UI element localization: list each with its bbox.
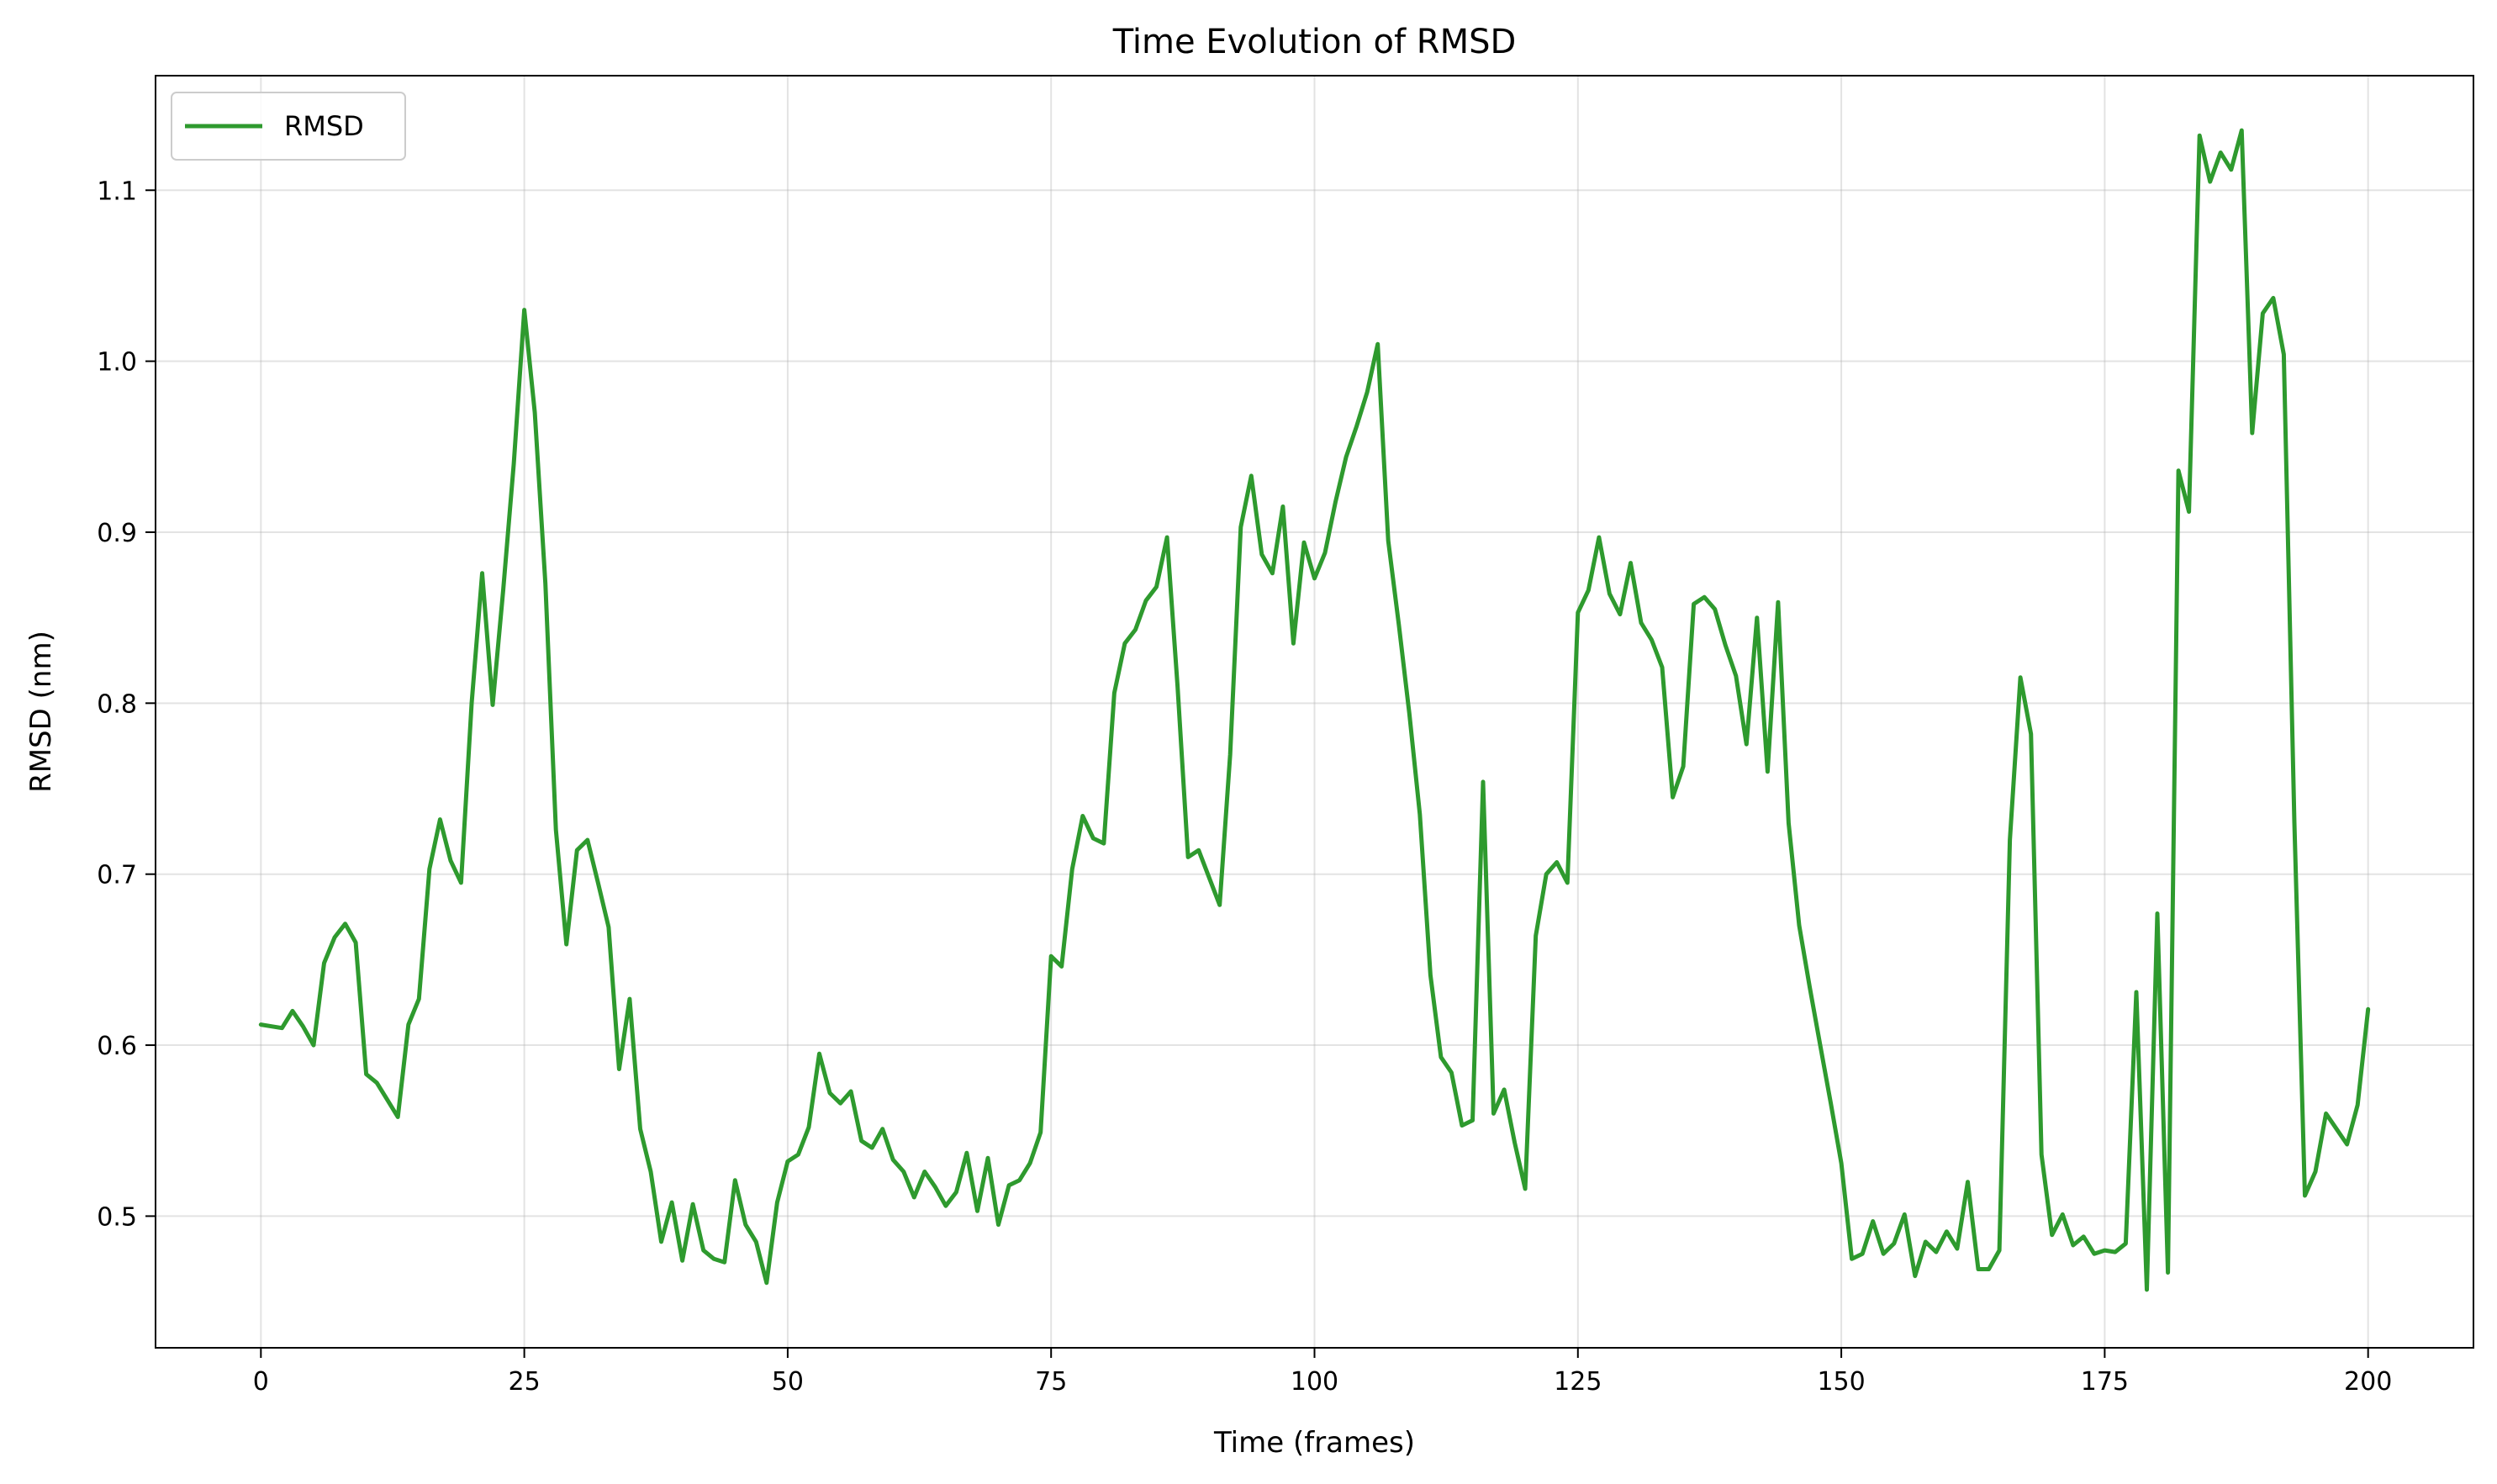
y-tick-label: 0.8 — [97, 689, 137, 719]
grid-layer — [156, 76, 2473, 1348]
x-tick-label: 0 — [253, 1367, 269, 1397]
y-tick-label: 0.9 — [97, 519, 137, 548]
legend-label-rmsd: RMSD — [284, 110, 364, 142]
y-tick-label: 0.7 — [97, 861, 137, 890]
x-tick-label: 75 — [1035, 1367, 1067, 1397]
x-tick-label: 150 — [1817, 1367, 1865, 1397]
chart-title: Time Evolution of RMSD — [1112, 23, 1517, 61]
x-axis-label: Time (frames) — [1213, 1426, 1415, 1460]
x-tick-label: 175 — [2081, 1367, 2129, 1397]
x-tick-label: 125 — [1554, 1367, 1602, 1397]
tick-layer: 0 25 50 75 100 125 150 175 200 0.5 0.6 0.7 0.8 0.9 1.0… — [97, 177, 2392, 1397]
x-tick-label: 100 — [1291, 1367, 1338, 1397]
y-tick-label: 0.6 — [97, 1032, 137, 1061]
x-tick-label: 50 — [772, 1367, 804, 1397]
series-line-rmsd — [258, 128, 2371, 1292]
y-axis-label: RMSD (nm) — [24, 631, 58, 793]
x-tick-label: 200 — [2344, 1367, 2392, 1397]
y-tick-label: 0.5 — [97, 1202, 137, 1232]
legend: RMSD — [171, 92, 406, 161]
series-layer — [258, 128, 2371, 1292]
legend-box — [171, 92, 406, 161]
y-tick-label: 1.0 — [97, 348, 137, 378]
x-tick-label: 25 — [509, 1367, 541, 1397]
y-tick-label: 1.1 — [97, 177, 137, 206]
